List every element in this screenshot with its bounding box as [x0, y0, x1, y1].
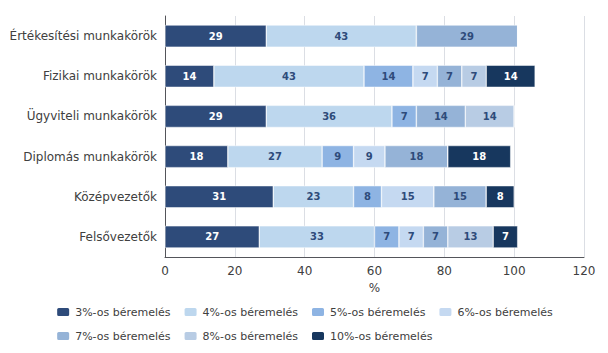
svg-text:29: 29: [209, 31, 223, 42]
svg-text:40: 40: [297, 264, 312, 278]
svg-text:7: 7: [502, 231, 509, 242]
svg-text:Fizikai munkakörök: Fizikai munkakörök: [43, 69, 157, 83]
svg-text:Ügyviteli munkakörök: Ügyviteli munkakörök: [27, 107, 157, 123]
svg-text:5%-os béremelés: 5%-os béremelés: [330, 306, 426, 319]
svg-text:8: 8: [364, 191, 371, 202]
svg-text:31: 31: [212, 191, 226, 202]
svg-text:60: 60: [367, 264, 382, 278]
svg-text:Értékesítési munkakörök: Értékesítési munkakörök: [10, 28, 157, 43]
svg-text:20: 20: [227, 264, 242, 278]
svg-text:15: 15: [453, 191, 467, 202]
svg-text:Felsővezetők: Felsővezetők: [79, 230, 157, 244]
svg-text:15: 15: [401, 191, 415, 202]
svg-text:7: 7: [401, 111, 408, 122]
svg-text:14: 14: [483, 111, 497, 122]
svg-text:14: 14: [434, 111, 448, 122]
svg-text:7: 7: [422, 71, 429, 82]
svg-text:8%-os béremelés: 8%-os béremelés: [203, 330, 299, 343]
svg-text:%: %: [369, 281, 380, 295]
svg-text:29: 29: [460, 31, 474, 42]
svg-text:13: 13: [464, 231, 478, 242]
svg-text:8: 8: [497, 191, 504, 202]
svg-text:6%-os béremelés: 6%-os béremelés: [457, 306, 553, 319]
svg-text:7: 7: [471, 71, 478, 82]
svg-text:0: 0: [161, 264, 169, 278]
svg-text:43: 43: [282, 71, 296, 82]
svg-text:43: 43: [334, 31, 348, 42]
svg-text:7: 7: [408, 231, 415, 242]
svg-text:18: 18: [409, 151, 423, 162]
svg-text:27: 27: [268, 151, 282, 162]
svg-text:10%-os béremelés: 10%-os béremelés: [330, 330, 433, 343]
svg-text:18: 18: [472, 151, 486, 162]
svg-text:29: 29: [209, 111, 223, 122]
svg-text:14: 14: [504, 71, 518, 82]
svg-text:14: 14: [182, 71, 196, 82]
svg-text:80: 80: [437, 264, 452, 278]
svg-text:Középvezetők: Középvezetők: [74, 190, 157, 204]
svg-text:7: 7: [432, 231, 439, 242]
svg-text:120: 120: [573, 264, 596, 278]
svg-text:7%-os béremelés: 7%-os béremelés: [75, 330, 171, 343]
svg-text:4%-os béremelés: 4%-os béremelés: [203, 306, 299, 319]
svg-text:27: 27: [205, 231, 219, 242]
svg-text:33: 33: [310, 231, 324, 242]
svg-text:36: 36: [322, 111, 336, 122]
svg-text:Diplomás munkakörök: Diplomás munkakörök: [23, 150, 157, 164]
svg-text:9: 9: [334, 151, 341, 162]
svg-text:100: 100: [503, 264, 526, 278]
svg-text:18: 18: [189, 151, 203, 162]
svg-text:3%-os béremelés: 3%-os béremelés: [75, 306, 171, 319]
svg-text:14: 14: [382, 71, 396, 82]
svg-text:23: 23: [306, 191, 320, 202]
svg-text:7: 7: [446, 71, 453, 82]
svg-text:9: 9: [366, 151, 373, 162]
svg-text:7: 7: [383, 231, 390, 242]
